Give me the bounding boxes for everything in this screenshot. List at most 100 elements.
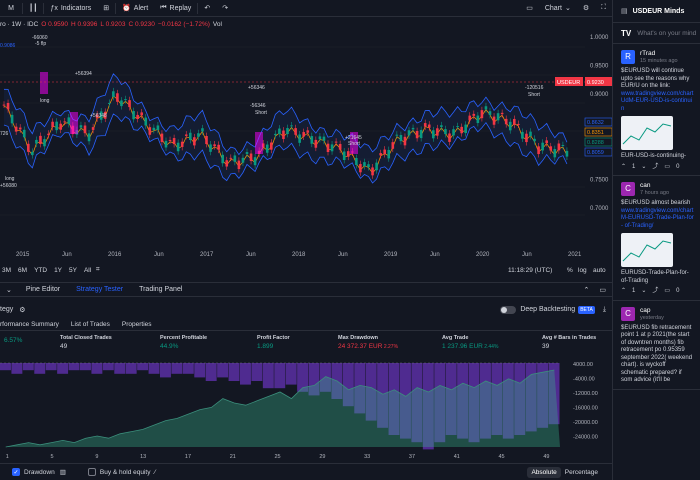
deep-backtest-toggle[interactable] <box>500 305 517 314</box>
candle-body <box>144 117 148 126</box>
tab-trading-panel[interactable]: Trading Panel <box>139 286 183 293</box>
report-tab[interactable]: Properties <box>121 321 152 328</box>
comment-icon[interactable]: ▭ <box>664 163 671 170</box>
chevron-icon[interactable]: ⌃ <box>583 286 590 294</box>
interval-button[interactable]: M <box>0 0 22 17</box>
post-actions: ⌃ 1 ⌄ ⤴ ▭ 0 <box>621 164 694 172</box>
range-button[interactable]: 5Y <box>69 266 77 274</box>
report-tab[interactable]: rformance Summary <box>0 321 59 328</box>
equity-chart[interactable]: 4000.00 -4000.00 -12000.00 -16000.00 -20000.… <box>0 359 612 463</box>
drawdown-bar <box>22 363 34 371</box>
time-axis[interactable]: 2015 Jun 2016 Jun 2017 Jun 2018 Jun 2019 Jun 2020 J… <box>0 252 581 261</box>
range-button[interactable]: All <box>83 266 92 274</box>
trade-annotation: -120516 <box>525 85 544 91</box>
avatar[interactable]: C <box>621 182 635 196</box>
redo-button[interactable]: ↷ <box>216 0 234 17</box>
avatar[interactable]: C <box>621 306 635 321</box>
chart-name-button[interactable]: Chart ⌄ <box>539 0 577 17</box>
candle-body <box>484 106 488 110</box>
drawdown-bar <box>228 363 240 381</box>
candle-body <box>496 113 500 121</box>
report-tab[interactable]: List of Trades <box>70 321 110 328</box>
downvote-icon[interactable]: ⌄ <box>641 288 647 294</box>
divider <box>197 2 199 14</box>
candle-body <box>294 128 297 135</box>
candle-body <box>472 113 476 116</box>
indicators-button[interactable]: ƒx Indicators <box>44 0 97 17</box>
share-icon[interactable]: ⤴ <box>652 288 659 294</box>
volume-label: Vol <box>212 20 222 28</box>
post-input[interactable]: What's on your mind <box>637 29 697 37</box>
trade-annotation: -5 flp <box>35 41 46 47</box>
alert-button[interactable]: ⏰ Alert <box>116 0 154 17</box>
candle-body <box>99 111 103 120</box>
chat-icon: ▤ <box>621 8 628 15</box>
symbol-label: ro · 1W · IDC <box>0 20 39 28</box>
post-link[interactable]: www.tradingview.com/chart M-EURUSD-Trade… <box>621 207 694 229</box>
post-time: yesterday <box>640 314 664 321</box>
divider <box>115 2 117 14</box>
deep-backtest-label: Deep Backtesting <box>520 306 576 313</box>
dropdown-chevron-icon[interactable]: ⌄ <box>6 286 12 294</box>
post-author[interactable]: can <box>640 182 651 189</box>
share-icon[interactable]: ⤴ <box>652 163 659 170</box>
maximize-icon[interactable]: ▭ <box>599 286 606 294</box>
download-icon[interactable]: ⤓ <box>602 305 606 313</box>
upvote-icon[interactable]: ⌃ <box>621 163 627 170</box>
bb-tag-bg <box>584 117 612 127</box>
candle-body <box>249 153 253 161</box>
log-toggle[interactable]: log <box>578 266 587 274</box>
candle-body <box>456 126 459 128</box>
range-button[interactable]: 3M <box>2 266 12 274</box>
replay-button[interactable]: ⏮ Replay <box>154 0 197 17</box>
price-chart[interactable]: 1.00000.95000.90000.85000.80000.75000.70… <box>0 17 612 265</box>
post-author[interactable]: rTrad <box>640 50 656 57</box>
templates-button[interactable]: ⊞ <box>97 0 115 17</box>
card-title[interactable]: EUR-USD-is-continuing- <box>621 153 687 159</box>
downvote-icon[interactable]: ⌄ <box>641 163 647 170</box>
settings-icon[interactable]: ⚙ <box>19 306 26 314</box>
calendar-icon[interactable]: ⌗ <box>96 266 100 273</box>
candle-body <box>156 125 160 131</box>
post-composer[interactable]: TV What's on your mind <box>613 22 700 44</box>
candle-body <box>561 145 565 147</box>
upvote-icon[interactable]: ⌃ <box>621 288 627 294</box>
post-link[interactable]: www.tradingview.com/chart UdM-EUR-USD-is… <box>621 90 694 112</box>
fullscreen-button[interactable]: ⛶ <box>595 0 612 17</box>
card-title[interactable]: EURUSD-Trade-Plan-for- of-Trading <box>621 270 689 284</box>
absolute-button[interactable]: Absolute <box>527 466 561 478</box>
range-button[interactable]: YTD <box>34 266 48 274</box>
drawdown-bar <box>240 363 251 385</box>
comment-icon[interactable]: ▭ <box>664 288 671 294</box>
tab-strategy-tester[interactable]: Strategy Tester <box>76 286 124 293</box>
utc-clock[interactable]: 11:18:29 (UTC) <box>508 266 553 274</box>
strategy-name[interactable]: tegy <box>0 306 14 313</box>
candle-body <box>363 162 366 167</box>
candle-body <box>525 133 528 143</box>
settings-button[interactable]: ⚙ <box>577 0 595 17</box>
range-button[interactable]: 1Y <box>54 266 63 274</box>
drawdown-bar <box>91 363 103 374</box>
chart-type-button[interactable]: ┃┃ <box>23 0 43 17</box>
range-button[interactable]: 6M <box>18 266 28 274</box>
tab-pine-editor[interactable]: Pine Editor <box>25 286 61 293</box>
percent-toggle[interactable]: % <box>567 266 573 274</box>
layout-button[interactable]: ▭ <box>520 0 539 17</box>
chart-thumbnail[interactable] <box>621 233 673 267</box>
auto-toggle[interactable]: auto <box>593 266 606 274</box>
trade-annotation: -66060 <box>32 35 48 41</box>
candle-body <box>419 129 423 139</box>
avatar[interactable]: R <box>621 50 635 64</box>
candle-body <box>371 167 374 176</box>
comment-count: 0 <box>676 163 680 170</box>
drawdown-checkbox[interactable]: ✓ <box>12 468 20 476</box>
buyhold-checkbox[interactable] <box>87 468 96 476</box>
undo-button[interactable]: ↶ <box>198 0 216 17</box>
percentage-button[interactable]: Percentage <box>564 468 598 476</box>
chart-thumbnail[interactable] <box>621 116 673 150</box>
stat-value: 39 <box>542 343 550 350</box>
post-author[interactable]: cap <box>640 306 651 314</box>
